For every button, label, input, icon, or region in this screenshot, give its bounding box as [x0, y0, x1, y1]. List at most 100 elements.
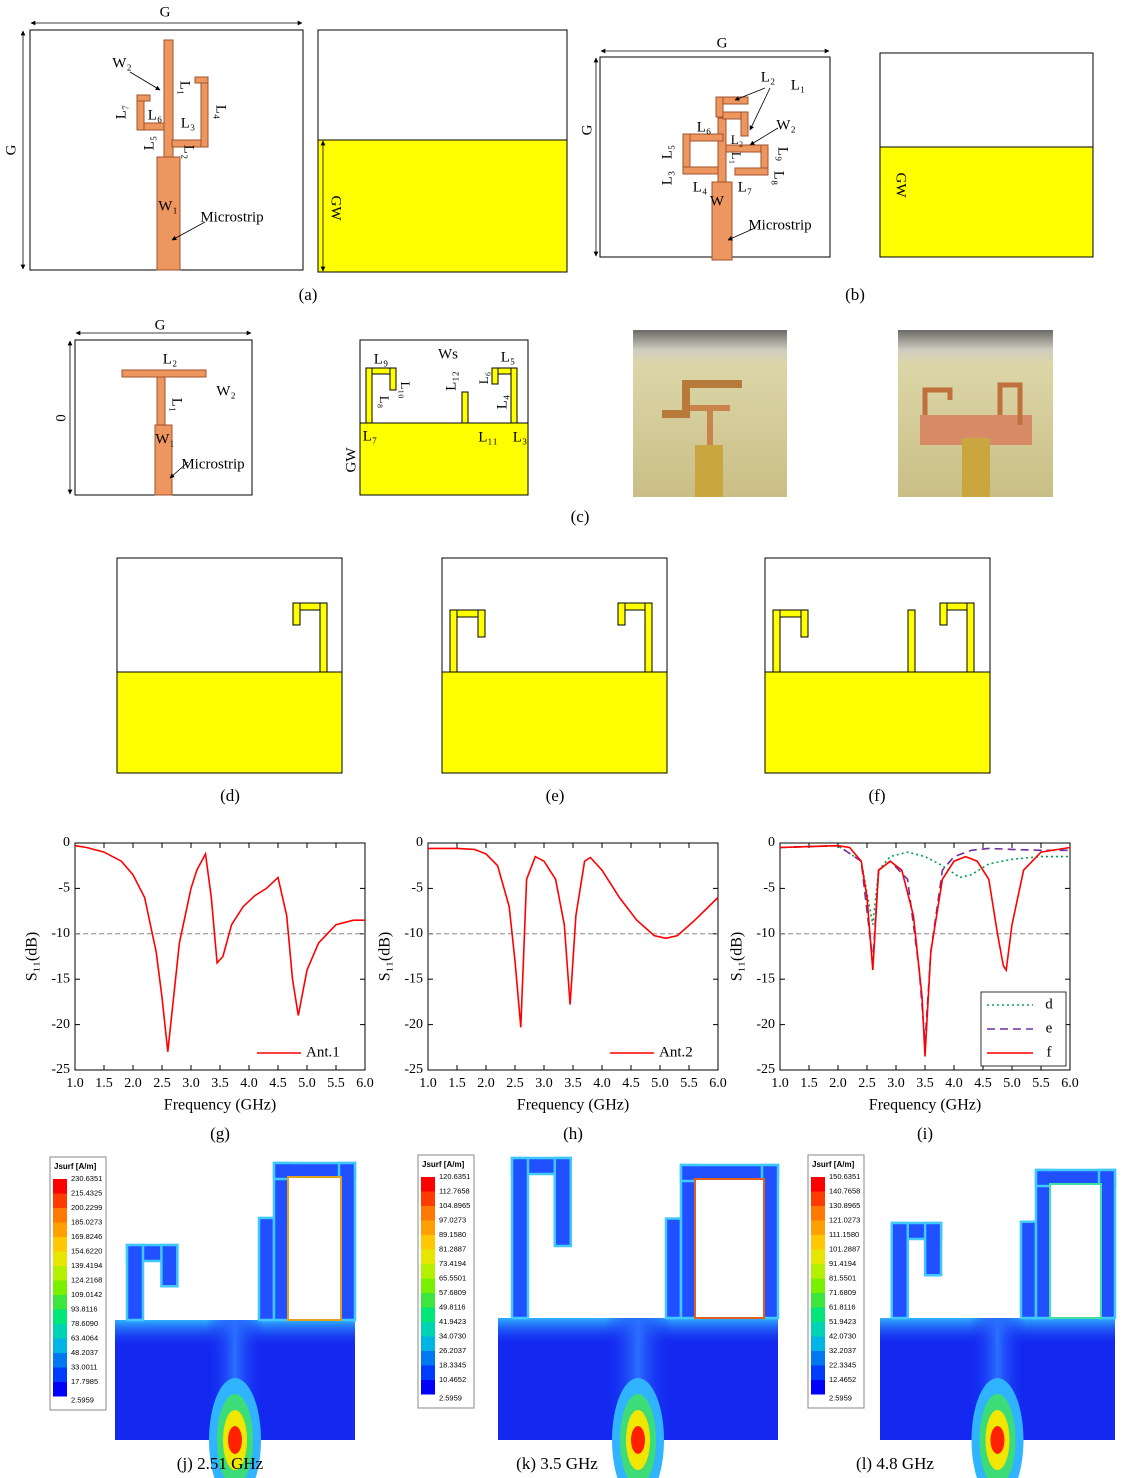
y-axis-label: S₁₁(dB) — [729, 932, 746, 981]
x-tick-label: 6.0 — [709, 1076, 727, 1091]
x-tick-label: 1.5 — [800, 1076, 818, 1091]
y-tick-label: -20 — [756, 1017, 775, 1032]
y-tick-label: -10 — [756, 926, 775, 941]
colorbar-label: 71.6809 — [829, 1288, 856, 1297]
label: Microstrip — [748, 217, 811, 233]
label: L₆ — [148, 107, 162, 123]
ground-plane — [117, 672, 342, 773]
caption: (d) — [220, 786, 240, 805]
label: L₁₁ — [478, 429, 498, 445]
label: L₁ — [169, 398, 185, 412]
colorbar-cell — [811, 1337, 825, 1352]
slot-strip — [645, 603, 652, 672]
colorbar-cell — [421, 1192, 435, 1207]
label: 0 — [53, 414, 69, 422]
colorbar-cell — [53, 1208, 67, 1223]
panel-f: (f) — [765, 558, 990, 805]
x-tick-label: 3.0 — [182, 1076, 200, 1091]
colorbar-cell — [53, 1310, 67, 1325]
colorbar-label: 112.7658 — [439, 1186, 470, 1195]
slot-strip — [940, 603, 947, 625]
colorbar-label: 51.9423 — [829, 1317, 856, 1326]
label: L₉ — [374, 351, 388, 367]
y-tick-label: 0 — [63, 835, 70, 850]
colorbar-label: 89.1580 — [439, 1230, 466, 1239]
colorbar-title: Jsurf [A/m] — [812, 1160, 855, 1169]
colorbar-label: 120.6351 — [439, 1172, 470, 1181]
colorbar-label: 93.8116 — [71, 1304, 98, 1313]
caption: (c) — [571, 507, 590, 526]
legend-label: f — [1047, 1044, 1052, 1060]
colorbar-cell — [811, 1322, 825, 1337]
label: L₁ — [791, 77, 805, 93]
x-tick-label: 2.0 — [477, 1076, 495, 1091]
caption: (f) — [869, 786, 886, 805]
label: W₂ — [112, 55, 131, 71]
colorbar-label: 91.4194 — [829, 1259, 856, 1268]
colorbar-cell — [811, 1279, 825, 1294]
colorbar-label: 139.4194 — [71, 1261, 102, 1270]
ground-plane — [765, 672, 990, 773]
label: Microstrip — [181, 456, 244, 472]
stem — [718, 118, 726, 182]
x-tick-label: 2.5 — [858, 1076, 876, 1091]
colorbar-cell — [53, 1223, 67, 1238]
colorbar-label: 63.4064 — [71, 1333, 98, 1342]
colorbar-cell — [53, 1368, 67, 1383]
y-axis-label: S₁₁(dB) — [377, 932, 394, 981]
x-tick-label: 4.0 — [945, 1076, 963, 1091]
label: L₇ — [113, 105, 129, 119]
strip-current — [161, 1245, 177, 1286]
colorbar-label: 150.6351 — [829, 1172, 860, 1181]
colorbar-cell — [811, 1192, 825, 1207]
slot-strip — [450, 610, 457, 672]
strip — [201, 77, 208, 147]
label: L₃ — [659, 171, 675, 185]
y-tick-label: -20 — [51, 1017, 70, 1032]
y-tick-label: 0 — [416, 835, 423, 850]
label: G — [579, 124, 595, 135]
colorbar-label: 130.8965 — [829, 1201, 860, 1210]
photo-detail — [695, 445, 723, 497]
x-tick-label: 4.0 — [593, 1076, 611, 1091]
slot-strip — [801, 610, 808, 637]
colorbar-cell — [421, 1380, 435, 1395]
colorbar-label: 140.7658 — [829, 1186, 860, 1195]
colorbar-cell — [811, 1221, 825, 1236]
x-tick-label: 1.5 — [448, 1076, 466, 1091]
label: L₂ — [731, 132, 743, 147]
x-tick-label: 1.0 — [419, 1076, 437, 1091]
label: G — [3, 144, 19, 155]
x-tick-label: 5.0 — [651, 1076, 669, 1091]
colorbar-label: 17.7985 — [71, 1377, 98, 1386]
label: L₁₀ — [398, 381, 413, 398]
colorbar-cell — [421, 1337, 435, 1352]
label: W₁ — [155, 431, 174, 447]
x-tick-label: 3.0 — [535, 1076, 553, 1091]
colorbar-label: 200.2299 — [71, 1203, 102, 1212]
x-axis-label: Frequency (GHz) — [164, 1097, 276, 1114]
strip-current — [925, 1223, 941, 1275]
x-axis-label: Frequency (GHz) — [869, 1097, 981, 1114]
colorbar-cell — [53, 1237, 67, 1252]
x-tick-label: 2.5 — [153, 1076, 171, 1091]
slot-strip — [967, 603, 974, 672]
colorbar-cell — [811, 1235, 825, 1250]
panel-d: (d) — [117, 558, 342, 805]
colorbar-cell — [811, 1380, 825, 1395]
x-tick-label: 5.5 — [1032, 1076, 1050, 1091]
colorbar-label: 230.6351 — [71, 1174, 102, 1183]
x-tick-label: 6.0 — [356, 1076, 374, 1091]
caption: (h) — [563, 1124, 583, 1143]
caption: (a) — [299, 285, 318, 304]
colorbar-label: 2.5959 — [439, 1393, 462, 1402]
photo-detail — [690, 405, 730, 411]
colorbar-label: 61.8116 — [829, 1302, 856, 1311]
caption: (g) — [210, 1124, 230, 1143]
strip-current — [259, 1218, 274, 1320]
colorbar-label: 65.5501 — [439, 1273, 466, 1282]
label: W₂ — [776, 117, 795, 133]
hotspot — [228, 1426, 242, 1454]
y-tick-label: 0 — [768, 835, 775, 850]
slot-strip — [908, 610, 915, 672]
